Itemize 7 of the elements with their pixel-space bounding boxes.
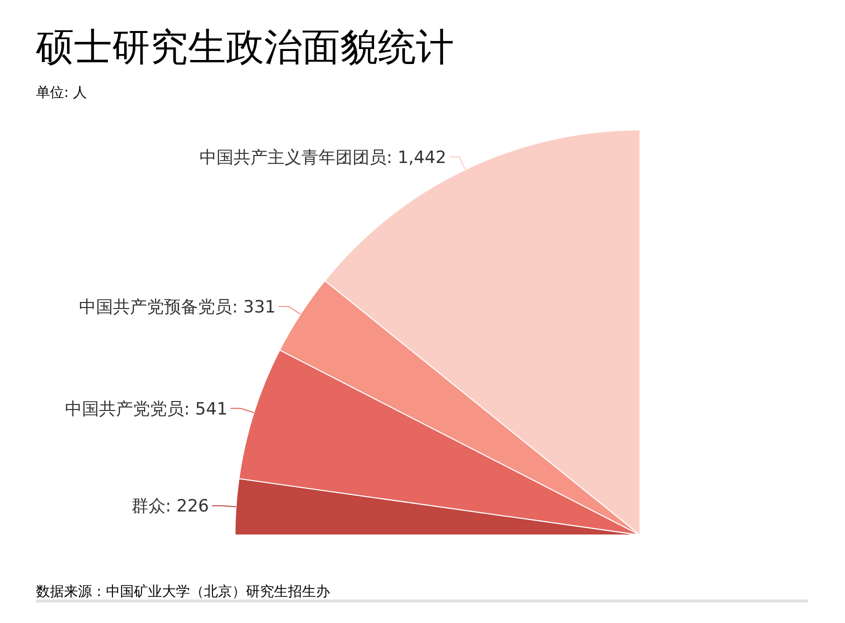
slice-label: 中国共产党预备党员: 331 (79, 298, 276, 318)
slice-label: 中国共产党党员: 541 (65, 399, 228, 420)
source-note: 数据来源：中国矿业大学（北京）研究生招生办 (36, 584, 330, 600)
slice-label: 群众: 226 (131, 496, 210, 517)
chart-title: 硕士研究生政治面貌统计 (35, 25, 454, 69)
slice-label: 中国共产主义青年团团员: 1,442 (199, 148, 446, 168)
chart-subtitle: 单位: 人 (36, 85, 88, 101)
